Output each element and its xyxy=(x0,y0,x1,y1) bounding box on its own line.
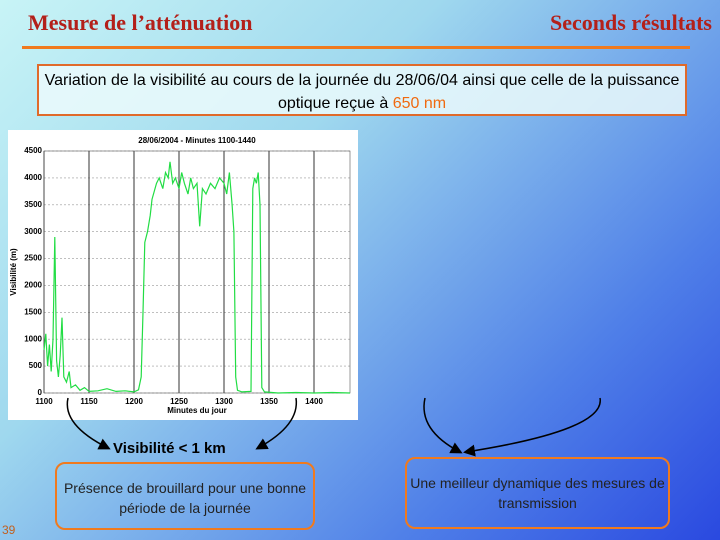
x-tick-label: 1150 xyxy=(80,397,98,406)
y-tick-label: 500 xyxy=(29,361,43,370)
title-rule xyxy=(22,46,690,49)
y-tick-label: 3500 xyxy=(24,200,42,209)
x-axis-label: Minutes du jour xyxy=(167,406,227,415)
x-tick-label: 1350 xyxy=(260,397,278,406)
chart-background xyxy=(8,130,358,420)
y-tick-label: 1500 xyxy=(24,307,42,316)
note-box: Présence de brouillard pour une bonne pé… xyxy=(55,462,315,530)
y-tick-label: 3000 xyxy=(24,227,42,236)
plot-frame xyxy=(43,150,351,394)
arrow xyxy=(463,397,601,457)
chart-title: 28/06/2004 - Minutes 1100-1440 xyxy=(138,136,256,145)
y-axis-label: Visibilité (m) xyxy=(9,248,18,296)
annotation: Visibilité < 1 km xyxy=(113,440,226,457)
x-tick-label: 1100 xyxy=(35,397,53,406)
y-tick-label: 2500 xyxy=(24,254,42,263)
line-series xyxy=(43,161,351,394)
arrow xyxy=(255,397,298,450)
x-tick-label: 1200 xyxy=(125,397,143,406)
title-right: Seconds résultats xyxy=(550,10,712,35)
x-tick-label: 1300 xyxy=(215,397,233,406)
arrow xyxy=(66,397,111,450)
subtitle-highlight: 650 nm xyxy=(392,95,447,112)
subtitle-box: Variation de la visibilité au cours de l… xyxy=(37,64,687,116)
title-left: Mesure de l’atténuation xyxy=(28,10,253,35)
note-box: Une meilleur dynamique des mesures de tr… xyxy=(405,457,670,529)
y-tick-label: 1000 xyxy=(24,334,42,343)
page-number: 39 xyxy=(2,523,16,537)
y-tick-label: 0 xyxy=(38,388,43,397)
y-tick-label: 2000 xyxy=(24,281,42,290)
arrow xyxy=(423,397,463,454)
subtitle-text: Variation de la visibilité au cours de l… xyxy=(44,72,680,112)
y-tick-label: 4000 xyxy=(24,173,42,182)
x-tick-label: 1400 xyxy=(305,397,323,406)
y-tick-label: 4500 xyxy=(24,146,42,155)
x-tick-label: 1250 xyxy=(170,397,188,406)
